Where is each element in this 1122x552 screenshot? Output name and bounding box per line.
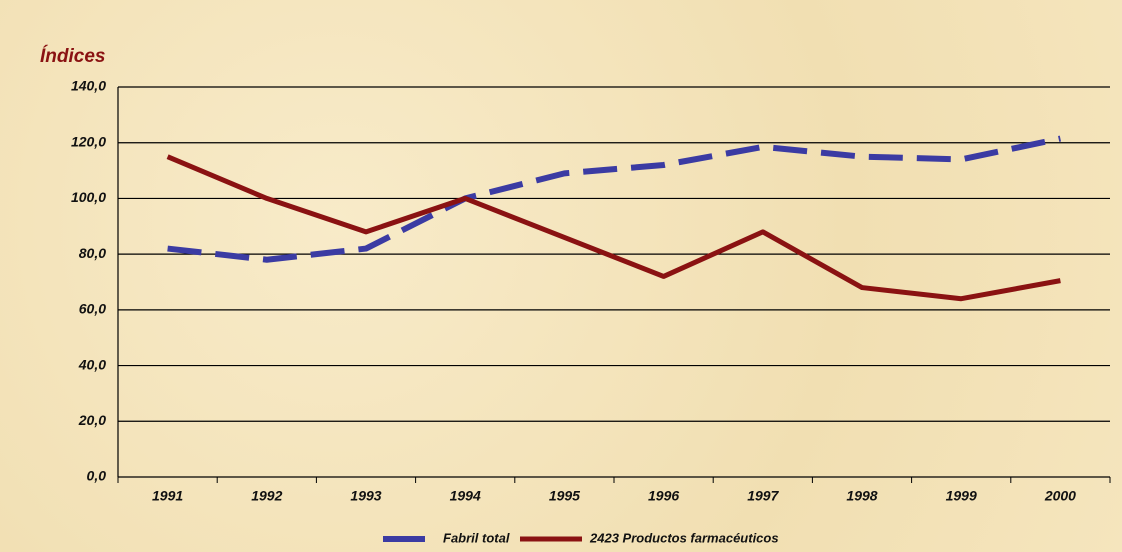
x-tick-label: 2000 [1044,488,1076,504]
y-tick-label: 140,0 [71,78,106,94]
x-tick-label: 1999 [946,488,977,504]
x-tick-label: 1993 [350,488,381,504]
x-tick-label: 1995 [549,488,580,504]
y-tick-label: 20,0 [78,412,106,428]
y-tick-label: 0,0 [87,468,107,484]
series-line [166,154,1061,302]
y-tick-label: 80,0 [79,245,106,261]
x-tick-label: 1998 [846,488,877,504]
y-tick-label: 60,0 [79,301,106,317]
y-tick-label: 100,0 [71,189,106,205]
y-axis-title: Índices [40,45,105,67]
x-tick-label: 1991 [152,488,183,504]
x-tick-label: 1992 [251,488,282,504]
legend-label: Fabril total [443,530,510,545]
x-tick-label: 1996 [648,488,679,504]
y-tick-label: 120,0 [71,133,106,149]
x-tick-label: 1994 [450,488,481,504]
series-line [167,135,1062,263]
legend-label: 2423 Productos farmacéuticos [589,530,779,545]
x-tick-label: 1997 [747,488,779,504]
y-tick-label: 40,0 [78,356,106,372]
